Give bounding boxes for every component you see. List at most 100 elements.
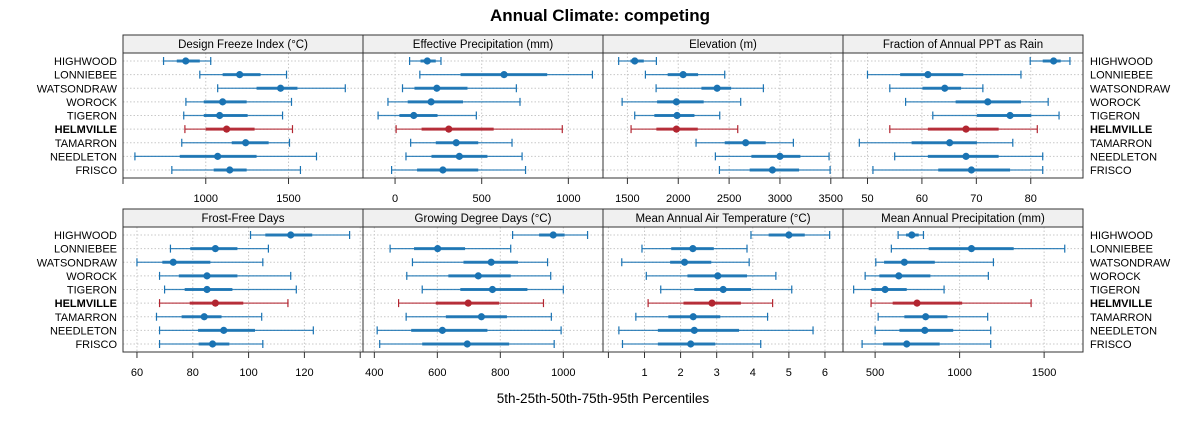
x-tick-label: 2500 — [717, 193, 741, 205]
x-tick-label: 80 — [1025, 193, 1037, 205]
site-interval-worock — [185, 97, 293, 106]
x-tick-label: 3500 — [819, 193, 843, 205]
median-point — [1006, 111, 1014, 120]
median-point — [672, 98, 681, 106]
site-label-right: TIGERON — [1090, 285, 1140, 297]
site-label-left: NEEDLETON — [50, 151, 117, 163]
x-tick-label: 70 — [970, 193, 982, 205]
site-label-right: HIGHWOOD — [1090, 56, 1153, 68]
site-label-left: HELMVILLE — [55, 298, 117, 310]
median-point — [690, 326, 698, 334]
x-tick-label: 60 — [131, 367, 143, 379]
site-interval-watsondraw — [217, 84, 346, 93]
median-point — [679, 71, 687, 79]
site-label-left: TAMARRON — [55, 138, 117, 150]
median-point — [967, 245, 976, 253]
panel-3: Elevation (m) 1500 2000 2500 3000 3500 — [602, 34, 844, 205]
median-point — [208, 340, 217, 348]
x-tick-label: 1500 — [1032, 367, 1056, 379]
median-point — [776, 152, 784, 160]
site-interval-tamarron — [695, 138, 794, 147]
site-interval-watsondraw — [621, 258, 750, 267]
panel-border — [842, 52, 1084, 179]
median-point — [287, 231, 295, 239]
site-interval-tigeron — [660, 285, 793, 294]
site-label-left: NEEDLETON — [50, 325, 117, 337]
site-interval-helmville — [870, 299, 1032, 308]
site-interval-lonniebee — [389, 244, 512, 253]
site-interval-tamarron — [155, 312, 263, 321]
panel-title: Mean Annual Precipitation (mm) — [881, 213, 1045, 225]
median-point — [924, 71, 932, 79]
panel-8: Mean Annual Precipitation (mm) 500 1000 150… — [842, 208, 1084, 379]
median-point — [220, 326, 228, 334]
x-tick-label: 0 — [392, 193, 398, 205]
site-label-right: HELMVILLE — [1090, 124, 1152, 136]
median-point — [182, 57, 190, 65]
x-tick-label: 6 — [822, 367, 828, 379]
panel-title: Growing Degree Days (°C) — [415, 213, 552, 225]
site-label-right: WOROCK — [1090, 271, 1141, 283]
median-point — [742, 139, 750, 147]
site-label-right: TAMARRON — [1090, 138, 1152, 150]
site-label-left: HIGHWOOD — [54, 56, 117, 68]
site-interval-worock — [904, 97, 1049, 106]
median-point — [214, 152, 222, 160]
site-interval-watsondraw — [401, 84, 517, 93]
x-tick-label: 1500 — [276, 193, 300, 205]
site-interval-helmville — [630, 125, 739, 134]
site-label-right: TAMARRON — [1090, 312, 1152, 324]
median-point — [452, 139, 460, 147]
x-tick-label: 600 — [428, 367, 446, 379]
x-tick-label: 1000 — [194, 193, 218, 205]
site-interval-tamarron — [858, 138, 1014, 147]
site-interval-frisco — [718, 166, 831, 174]
median-point — [464, 299, 472, 307]
median-point — [946, 139, 954, 147]
median-point — [474, 272, 482, 280]
site-interval-tigeron — [932, 111, 1060, 120]
median-point — [169, 258, 177, 266]
median-point — [477, 313, 486, 321]
median-point — [223, 125, 231, 133]
median-point — [941, 84, 949, 92]
site-interval-needleton — [376, 326, 562, 335]
site-interval-worock — [864, 271, 989, 280]
x-axis-label: 5th-25th-50th-75th-95th Percentiles — [497, 391, 710, 406]
site-label-right: TIGERON — [1090, 111, 1140, 123]
site-label-left: TIGERON — [67, 285, 117, 297]
site-label-left: LONNIEBEE — [54, 244, 117, 256]
site-interval-highwood — [1029, 57, 1071, 65]
median-point — [708, 299, 716, 307]
panel-title: Fraction of Annual PPT as Rain — [883, 39, 1043, 51]
site-interval-helmville — [889, 125, 1038, 134]
median-point — [903, 340, 911, 348]
median-point — [216, 111, 224, 120]
median-point — [433, 84, 441, 92]
site-interval-frisco — [872, 166, 1044, 174]
x-tick-label: 50 — [861, 193, 873, 205]
x-tick-label: 500 — [473, 193, 491, 205]
median-point — [487, 258, 495, 266]
site-interval-tigeron — [634, 111, 721, 120]
median-point — [680, 258, 689, 266]
site-label-right: FRISCO — [1090, 339, 1132, 351]
site-interval-lonniebee — [169, 244, 269, 253]
median-point — [203, 272, 211, 280]
site-label-left: HIGHWOOD — [54, 230, 117, 242]
site-interval-needleton — [874, 326, 992, 335]
site-label-left: WOROCK — [66, 97, 117, 109]
median-point — [226, 166, 234, 174]
median-point — [200, 313, 208, 321]
site-label-right: HIGHWOOD — [1090, 230, 1153, 242]
site-interval-worock — [387, 97, 521, 106]
panel-4: Fraction of Annual PPT as Rain 50 60 70 80 — [842, 34, 1084, 205]
median-point — [463, 340, 471, 348]
site-interval-worock — [406, 271, 552, 280]
site-interval-tigeron — [163, 285, 297, 294]
site-interval-worock — [645, 271, 777, 280]
site-label-right: HELMVILLE — [1090, 298, 1152, 310]
median-point — [500, 71, 508, 79]
